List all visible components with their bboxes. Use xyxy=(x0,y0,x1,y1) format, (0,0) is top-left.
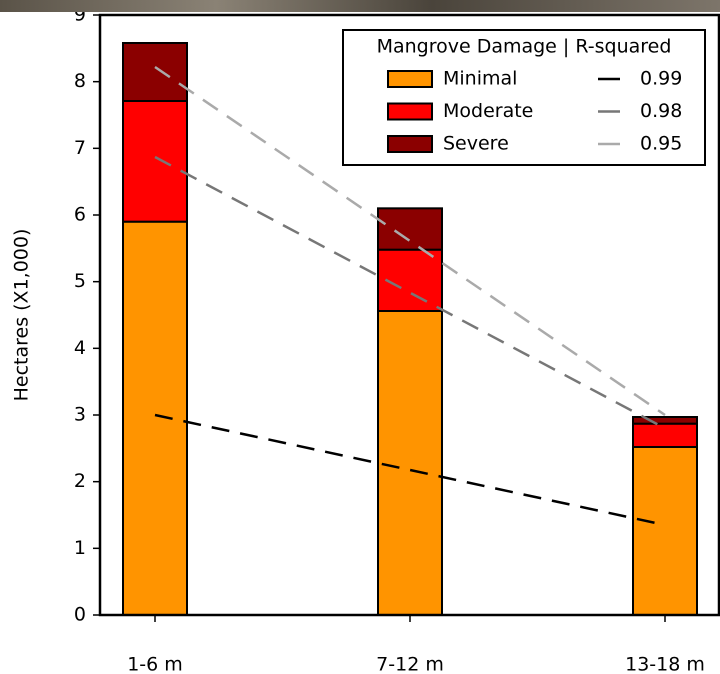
legend-label: 0.95 xyxy=(640,133,682,155)
bar-segment xyxy=(378,311,442,615)
y-tick-label: 2 xyxy=(74,470,86,492)
legend-label: Minimal xyxy=(443,68,517,90)
bar-segment xyxy=(633,447,697,615)
y-tick-label: 8 xyxy=(74,70,86,92)
y-tick-label: 7 xyxy=(74,137,86,159)
x-tick-label: 1-6 m xyxy=(127,654,183,674)
bar-segment xyxy=(123,222,187,615)
legend-label: Severe xyxy=(443,133,509,155)
legend-title: Mangrove Damage | R-squared xyxy=(377,36,672,58)
chart: 01234567891-6 m7-12 m13-18 mMangrove Dam… xyxy=(0,0,720,674)
legend-label: 0.98 xyxy=(640,100,682,122)
y-axis-label: Hectares (X1,000) xyxy=(11,229,33,402)
y-tick-label: 3 xyxy=(74,404,86,426)
legend-swatch xyxy=(388,71,432,87)
bar-segment xyxy=(633,417,697,424)
x-tick-label: 7-12 m xyxy=(376,654,444,674)
x-tick-label: 13-18 m xyxy=(625,654,705,674)
bar-segment xyxy=(378,208,442,249)
y-tick-label: 1 xyxy=(74,537,86,559)
y-tick-label: 6 xyxy=(74,204,86,226)
y-tick-label: 0 xyxy=(74,604,86,626)
legend-label: 0.99 xyxy=(640,68,682,90)
y-tick-label: 4 xyxy=(74,337,86,359)
legend: Mangrove Damage | R-squared Minimal Modera… xyxy=(343,30,705,165)
y-tick-label: 5 xyxy=(74,270,86,292)
legend-swatch xyxy=(388,104,432,120)
legend-label: Moderate xyxy=(443,100,533,122)
legend-swatch xyxy=(388,136,432,152)
bar-segment xyxy=(123,43,187,101)
bar-segment xyxy=(633,424,697,447)
background-photo xyxy=(0,0,720,12)
bar-segment xyxy=(123,101,187,222)
